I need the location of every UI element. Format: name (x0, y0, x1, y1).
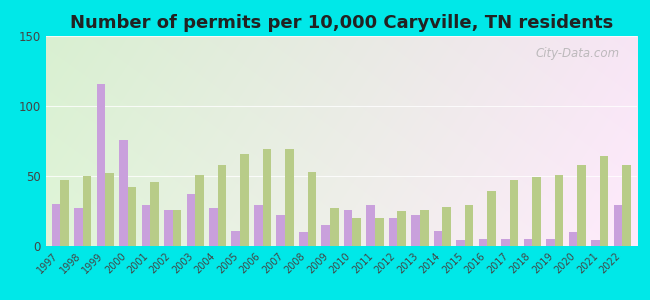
Bar (456, 240, 465, 246)
Bar (398, 211, 406, 246)
Bar (510, 180, 519, 246)
Bar (592, 240, 600, 246)
Bar (218, 165, 226, 246)
Bar (330, 208, 339, 246)
Bar (367, 206, 375, 246)
Bar (60, 180, 69, 246)
Bar (263, 149, 271, 246)
Bar (600, 156, 608, 246)
Bar (164, 210, 172, 246)
Bar (614, 206, 623, 246)
Bar (555, 175, 564, 246)
Bar (623, 165, 631, 246)
Bar (322, 225, 330, 246)
Bar (240, 154, 248, 246)
Bar (83, 176, 91, 246)
Bar (524, 239, 532, 246)
Bar (299, 232, 307, 246)
Bar (276, 215, 285, 246)
Bar (569, 232, 577, 246)
Bar (172, 210, 181, 246)
Bar (488, 191, 496, 246)
Bar (577, 165, 586, 246)
Bar (465, 206, 473, 246)
Bar (231, 231, 240, 246)
Bar (307, 172, 316, 246)
Title: Number of permits per 10,000 Caryville, TN residents: Number of permits per 10,000 Caryville, … (70, 14, 613, 32)
Bar (420, 210, 428, 246)
Bar (150, 182, 159, 246)
Bar (74, 208, 83, 246)
Bar (97, 84, 105, 246)
Bar (375, 218, 383, 246)
Bar (434, 231, 443, 246)
Bar (127, 187, 136, 246)
Bar (51, 204, 60, 246)
Text: City-Data.com: City-Data.com (535, 46, 619, 59)
Bar (195, 175, 203, 246)
Bar (105, 173, 114, 246)
Bar (187, 194, 195, 246)
Bar (254, 206, 263, 246)
Bar (352, 218, 361, 246)
Bar (443, 207, 451, 246)
Bar (501, 239, 510, 246)
Bar (209, 208, 218, 246)
Bar (479, 239, 488, 246)
Bar (547, 239, 555, 246)
Bar (411, 215, 420, 246)
Bar (532, 177, 541, 246)
Bar (344, 210, 352, 246)
Bar (389, 218, 398, 246)
Bar (285, 149, 294, 246)
Bar (142, 206, 150, 246)
Bar (119, 140, 127, 246)
